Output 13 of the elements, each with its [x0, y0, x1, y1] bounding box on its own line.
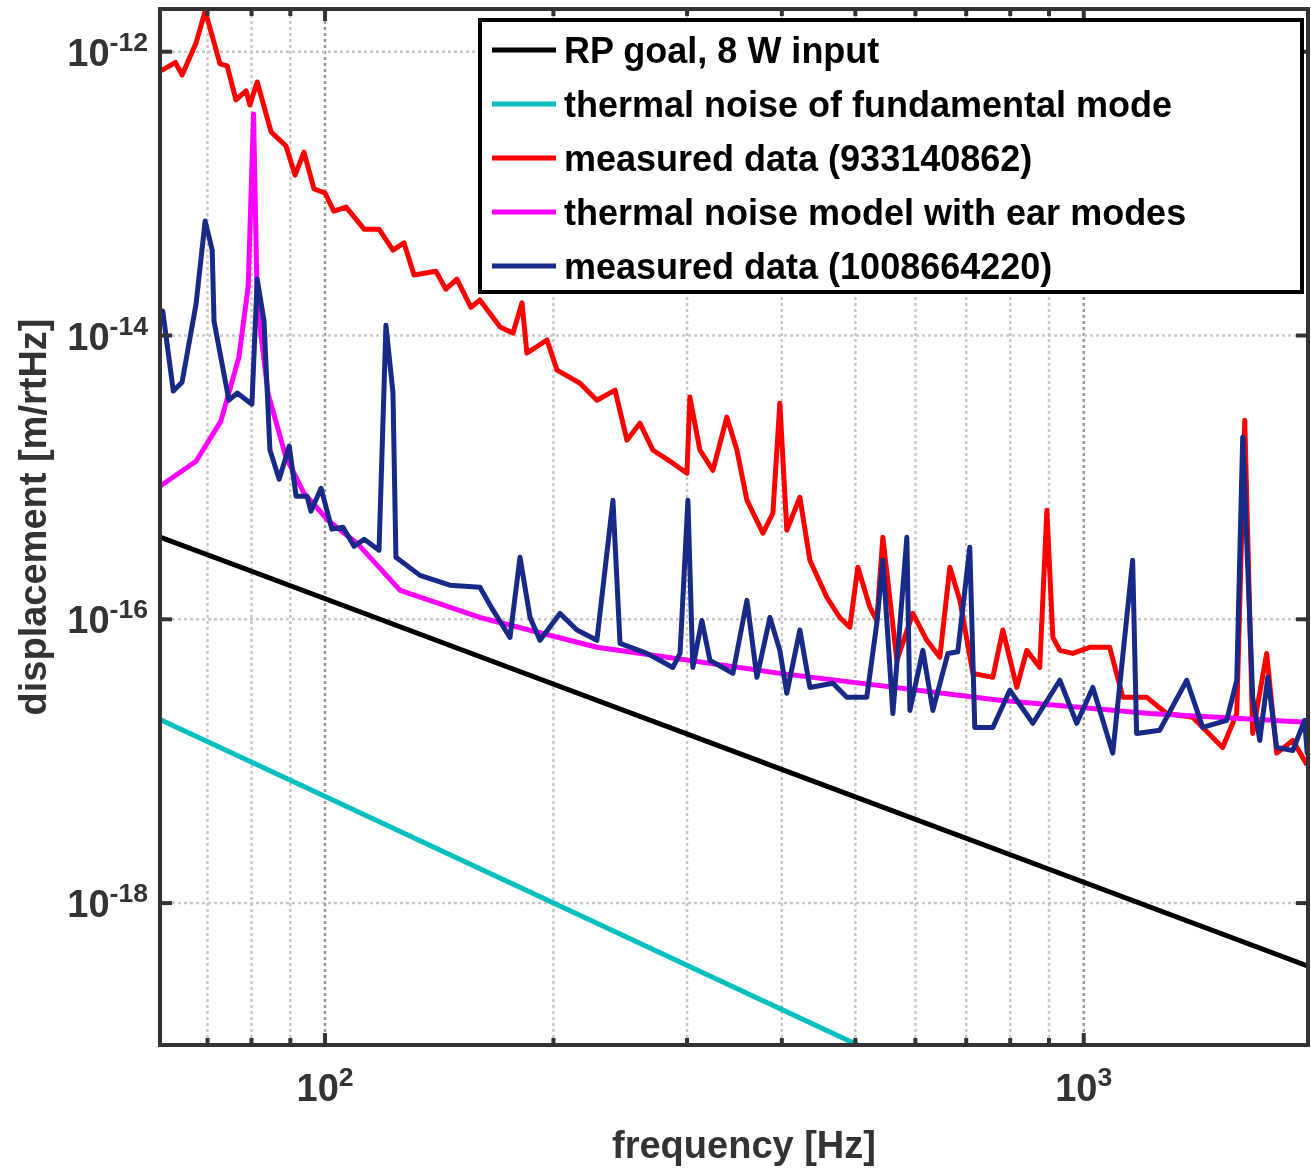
legend-label: RP goal, 8 W input [564, 30, 880, 71]
legend-label: thermal noise of fundamental mode [564, 84, 1173, 125]
y-axis-title: displacement [m/rtHz] [12, 318, 54, 716]
y-tick-label: 10$^{-16}$ [67, 594, 148, 642]
x-tick-label: 10$^{2}$ [296, 1062, 354, 1109]
x-axis-title: frequency [Hz] [612, 1124, 876, 1166]
y-tick-label: 10$^{-18}$ [67, 878, 148, 926]
legend-label: thermal noise model with ear modes [564, 192, 1187, 233]
y-tick-label: 10$^{-12}$ [67, 26, 148, 74]
x-tick-label: 10$^{3}$ [1055, 1062, 1113, 1109]
legend-label: measured data (933140862) [564, 138, 1033, 179]
y-tick-label: 10$^{-14}$ [67, 310, 149, 358]
legend-label: measured data (1008664220) [564, 246, 1053, 287]
